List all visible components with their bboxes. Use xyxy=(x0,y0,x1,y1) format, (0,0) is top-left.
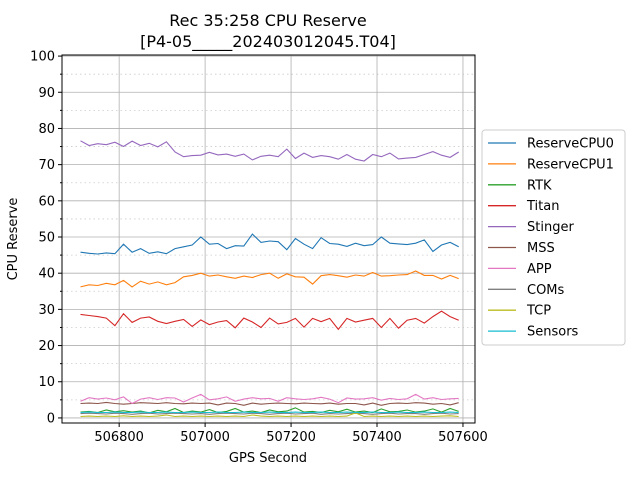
y-tick-label: 80 xyxy=(38,122,55,137)
legend-label: ReserveCPU1 xyxy=(527,157,614,172)
y-tick-label: 60 xyxy=(38,194,55,209)
x-tick-label: 507000 xyxy=(180,430,230,445)
x-tick-label: 507600 xyxy=(438,430,488,445)
series-line-reservecpu0 xyxy=(80,233,459,255)
y-tick-label: 20 xyxy=(38,339,55,354)
legend: ReserveCPU0 ReserveCPU1 RTK Titan Stinger MSS… xyxy=(481,129,626,346)
x-tick-label: 507200 xyxy=(266,430,316,445)
chart-title-line2: [P4-05_____202403012045.T04] xyxy=(140,32,396,52)
legend-box xyxy=(481,129,626,346)
legend-label: MSS xyxy=(527,241,555,256)
legend-label: Titan xyxy=(526,199,559,214)
chart-title-line1: Rec 35:258 CPU Reserve xyxy=(169,11,366,30)
legend-label: ReserveCPU0 xyxy=(527,137,614,152)
y-tick-label: 70 xyxy=(38,158,55,173)
legend-label: TCP xyxy=(526,304,551,319)
series-line-titan xyxy=(80,310,459,331)
series-line-mss xyxy=(80,401,459,406)
legend-label: APP xyxy=(527,262,552,277)
x-axis-label: GPS Second xyxy=(229,451,307,466)
series-line-app xyxy=(80,393,459,405)
y-tick-label: 50 xyxy=(38,231,55,246)
series-line-tcp xyxy=(80,412,459,418)
legend-label: COMs xyxy=(527,283,565,298)
x-tick-label: 507400 xyxy=(352,430,402,445)
legend-label: RTK xyxy=(527,178,552,193)
plot-frame xyxy=(61,54,476,424)
series-line-stinger xyxy=(80,140,459,162)
series-line-reservecpu1 xyxy=(80,270,459,288)
legend-label: Stinger xyxy=(527,220,574,235)
y-tick-label: 100 xyxy=(30,50,55,65)
y-tick-label: 40 xyxy=(38,267,55,282)
y-tick-label: 30 xyxy=(38,303,55,318)
y-axis-label: CPU Reserve xyxy=(6,198,21,281)
y-tick-label: 10 xyxy=(38,375,55,390)
series-line-coms xyxy=(80,412,459,415)
y-tick-label: 0 xyxy=(47,411,55,426)
legend-label: Sensors xyxy=(527,325,579,340)
y-tick-label: 90 xyxy=(38,86,55,101)
x-tick-label: 506800 xyxy=(94,430,144,445)
